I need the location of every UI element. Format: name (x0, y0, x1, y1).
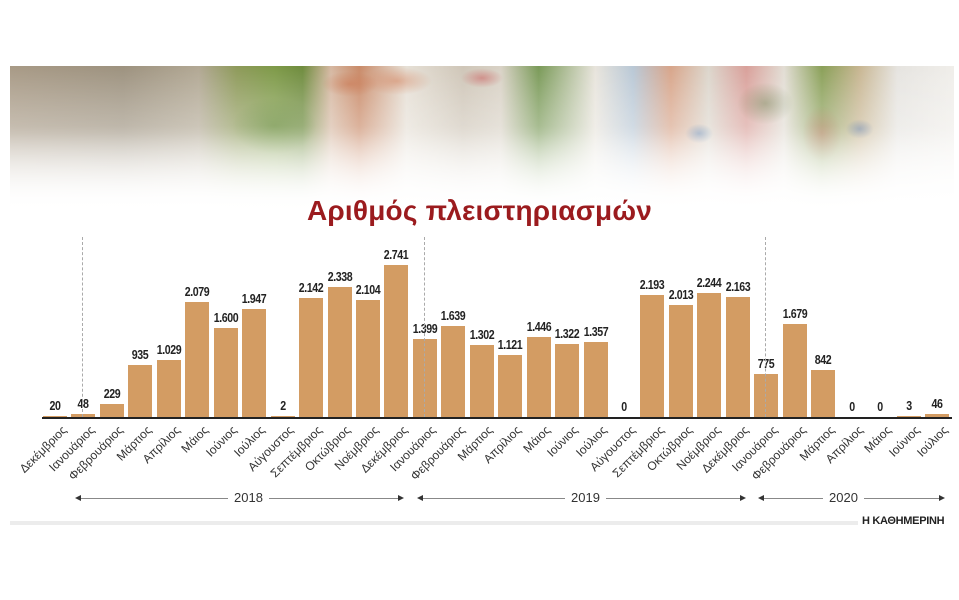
year-label: 2019 (565, 490, 606, 505)
bar-value-label: 3 (905, 398, 912, 413)
bar-value-label: 20 (49, 398, 61, 413)
bar (555, 343, 580, 417)
bar-value-label: 1.639 (441, 309, 466, 324)
bar (754, 374, 779, 417)
bar (811, 370, 836, 417)
bar-value-label: 775 (758, 357, 775, 372)
bar (924, 414, 949, 417)
source-credit: Η ΚΑΘΗΜΕΡΙΝΗ (862, 515, 945, 527)
bar-value-label: 1.446 (526, 319, 551, 334)
bar-value-label: 1.322 (554, 326, 580, 341)
header-photo (10, 66, 954, 216)
year-divider (423, 237, 425, 417)
bar-value-label: 1.947 (241, 292, 267, 307)
year-label: 2018 (228, 490, 269, 505)
x-tick-label: Ιούνιος (885, 423, 923, 460)
bar-value-label: 2.079 (185, 284, 210, 299)
bar-value-label: 48 (77, 397, 89, 412)
bar-value-label: 46 (931, 397, 943, 412)
bar (327, 287, 352, 417)
year-divider (765, 237, 767, 417)
bar-value-label: 2 (279, 398, 286, 413)
bar (156, 359, 181, 417)
bar-value-label: 1.357 (583, 324, 608, 339)
bar-value-label: 2.142 (298, 281, 324, 296)
bar-value-label: 1.302 (469, 327, 495, 342)
arrow-right-icon (739, 495, 746, 501)
bar (469, 344, 494, 417)
year-divider (82, 237, 84, 417)
bar (412, 339, 437, 417)
chart-title: Αριθμός πλειστηριασμών (306, 195, 653, 226)
arrow-right-icon (938, 495, 945, 501)
bar (43, 415, 67, 417)
x-axis-baseline (42, 417, 952, 419)
bar-value-label: 2.013 (668, 288, 694, 303)
x-tick-label: Ιούνιος (203, 423, 240, 460)
arrow-left-icon (758, 495, 765, 501)
bar (71, 414, 96, 417)
bar (384, 265, 409, 417)
bar (668, 305, 693, 417)
bar-value-label: 0 (621, 400, 627, 414)
photo-fade (10, 66, 954, 216)
bar-value-label: 1.029 (156, 342, 182, 357)
bar (526, 336, 551, 417)
bar (441, 326, 466, 417)
bar (355, 300, 380, 417)
year-label: 2020 (823, 490, 864, 505)
bar (299, 298, 324, 417)
footer-rule (10, 521, 858, 525)
bar (270, 415, 295, 417)
bar-value-label: 2.193 (640, 278, 665, 293)
bar-value-label: 1.121 (497, 337, 523, 352)
bar-value-label: 2.244 (697, 275, 722, 290)
bar (185, 301, 210, 417)
bar (697, 292, 722, 417)
bar-value-label: 1.399 (412, 322, 438, 337)
bar (128, 365, 153, 417)
bar-value-label: 2.741 (384, 248, 409, 262)
arrow-left-icon (75, 495, 82, 501)
bar-value-label: 842 (814, 353, 832, 368)
bar (99, 404, 124, 417)
bar-value-label: 0 (848, 400, 855, 414)
arrow-left-icon (416, 495, 423, 501)
bar-value-label: 1.600 (213, 311, 238, 326)
bar-value-label: 935 (132, 348, 149, 363)
arrow-right-icon (398, 495, 405, 501)
bar (725, 297, 750, 417)
x-tick-label: Ιούνιος (544, 423, 582, 460)
bar (498, 354, 523, 417)
bar-value-label: 2.163 (725, 280, 751, 295)
bar-value-label: 229 (103, 387, 121, 402)
bar (782, 323, 807, 417)
bar-value-label: 1.679 (782, 306, 807, 321)
bar (242, 309, 267, 417)
x-tick-label: Ιούλιος (914, 423, 951, 460)
bar (896, 415, 921, 417)
bar (583, 341, 608, 417)
bar-value-label: 0 (877, 400, 883, 414)
bar (640, 295, 665, 417)
bar-value-label: 2.338 (327, 270, 352, 285)
bar-value-label: 2.104 (355, 283, 381, 298)
bar (213, 328, 238, 417)
